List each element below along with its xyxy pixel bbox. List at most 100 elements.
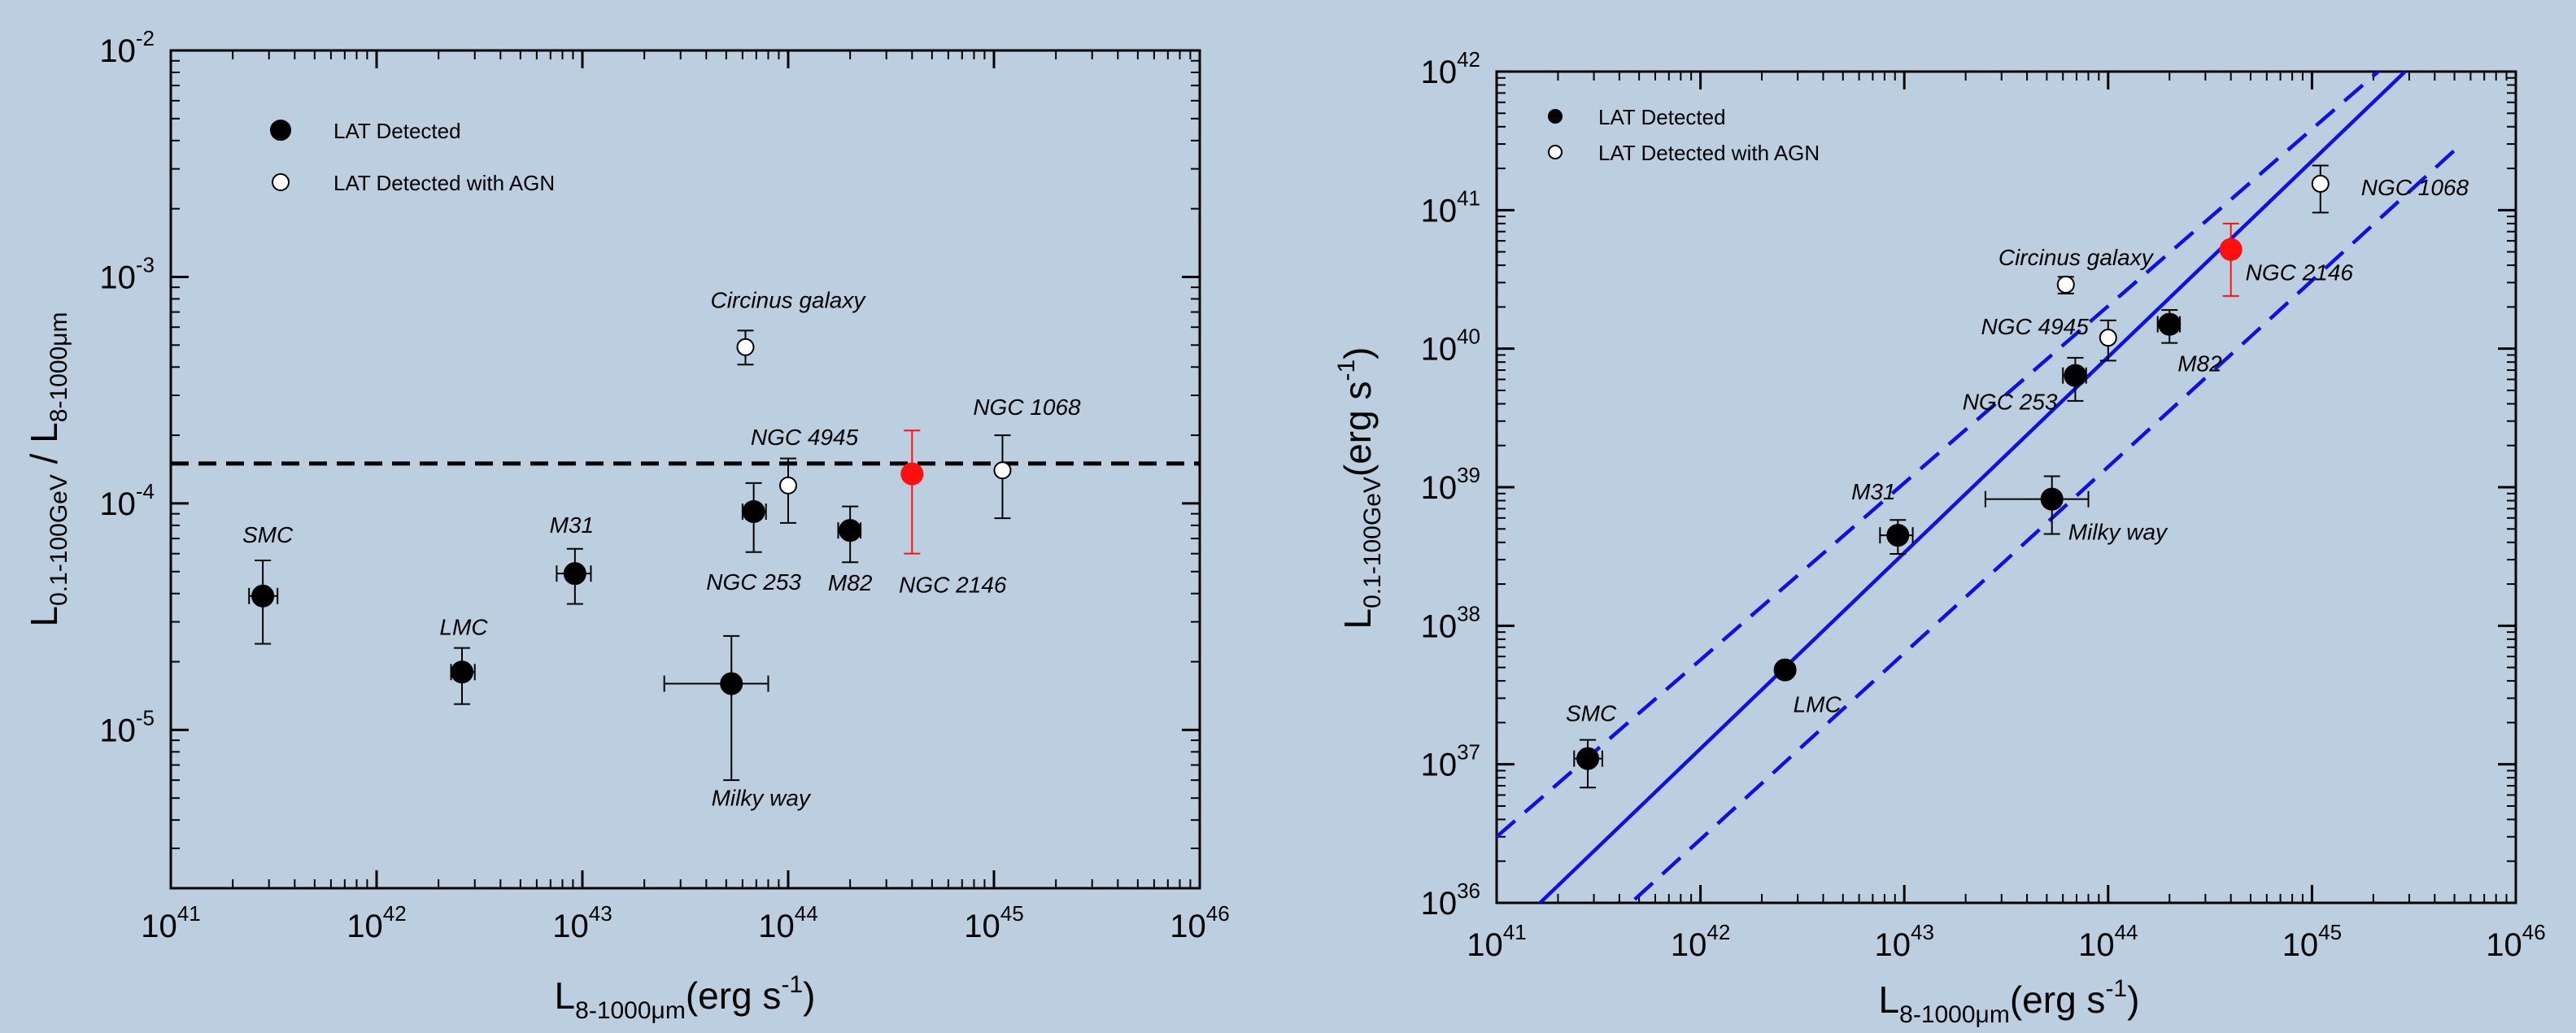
data-point-m82: M82 [828,505,873,595]
y-tick-base: 10 [1421,748,1458,783]
data-point-smc: SMC [242,522,294,645]
x-tick-exponent: 42 [383,901,407,926]
x-tick-label: 1043 [1874,920,1933,963]
x-tick-label: 1045 [2282,920,2342,963]
data-point-m31: M31 [550,512,594,605]
x-tick-base: 10 [1671,927,1707,963]
y-tick-base: 10 [1421,470,1458,506]
data-marker [779,476,797,495]
x-axis-title-subscript: 8-1000μm [1899,1001,2010,1028]
point-label: Milky way [712,786,812,811]
y-axis-title-unit: (erg s [1336,381,1379,477]
data-marker [900,462,924,486]
data-point-m82: M82 [2156,309,2222,377]
x-tick-exponent: 44 [2115,920,2138,944]
x-axis-title-unit-sup: -1 [781,971,803,998]
y-axis-title: L0.1-100GeV / L8-1000μm [23,312,72,626]
y-tick-base: 10 [1421,608,1458,644]
data-marker [736,338,755,356]
legend-marker [1548,109,1563,124]
data-point-ngc-2146: NGC 2146 [2219,222,2354,297]
data-point-ngc-4945: NGC 4945 [1981,314,2117,362]
plot-frame [169,49,1201,890]
x-tick-label: 1044 [2078,920,2138,963]
x-tick-label: 1044 [758,901,817,944]
data-point-milky-way: Milky way [1984,475,2168,545]
point-label: NGC 4945 [751,425,859,450]
x-axis-title-subscript: 8-1000μm [575,997,686,1024]
x-axis-title-unit-end: ) [2127,979,2139,1021]
fit-line-dashed [1497,72,2382,839]
data-marker [839,519,862,543]
y-axis-title: L0.1-100GeV(erg s-1) [1333,347,1386,630]
y-tick-label: 10-4 [99,479,155,522]
x-tick-label: 1042 [347,901,406,944]
data-point-ngc-253: NGC 253 [706,482,801,595]
data-marker [251,584,275,608]
point-label: Circinus galaxy [1998,245,2155,270]
point-label: NGC 2146 [2246,260,2354,285]
y-tick-exponent: -4 [136,479,155,503]
legend-marker [1548,145,1563,159]
data-marker [2056,275,2075,294]
data-marker [1886,524,1910,547]
y-tick-label: 10-2 [99,26,155,69]
x-tick-base: 10 [1874,927,1911,963]
y-tick-base: 10 [1421,193,1458,229]
y-axis-title-unit-sup: -1 [1333,360,1360,381]
data-point-lmc: LMC [1773,658,1842,717]
x-tick-base: 10 [141,909,177,944]
y-tick-exponent: 42 [1457,47,1480,72]
x-tick-exponent: 44 [795,901,818,926]
point-label: M31 [550,512,594,538]
y-tick-exponent: -5 [136,705,155,730]
y-axis-title-subscript: 0.1-100GeV [1359,477,1386,608]
x-tick-exponent: 45 [2318,920,2342,944]
legend-label: LAT Detected with AGN [1598,141,1820,165]
point-label: LMC [439,614,488,639]
data-point-m31: M31 [1851,479,1914,556]
y-axis-title-subscript: 0.1-100GeV [46,474,72,606]
data-marker [1576,747,1600,770]
y-tick-label: 1037 [1421,740,1480,783]
y-tick-exponent: 41 [1457,185,1480,210]
x-tick-label: 1046 [2486,920,2545,963]
y-axis-title-divider: / L [23,422,65,474]
point-label: Circinus galaxy [711,288,867,313]
y-tick-exponent: 36 [1457,878,1480,903]
y-tick-label: 1036 [1421,878,1480,922]
x-axis-title: L8-1000μm(erg s-1) [555,971,816,1024]
x-tick-exponent: 43 [1911,920,1934,944]
point-label: NGC 1068 [973,394,1081,420]
data-marker [993,461,1012,480]
y-tick-base: 10 [99,259,136,295]
point-label: M82 [2177,351,2222,377]
y-tick-exponent: -2 [136,26,155,50]
left-panel-ratio-plot: 1041 1042 1043 1044 1045 104610-210-310-410-5… [23,26,1230,1024]
y-tick-base: 10 [1421,54,1458,90]
data-marker [450,660,473,684]
data-point-ngc-4945: NGC 4945 [751,425,859,524]
point-label: NGC 4945 [1981,314,2090,339]
y-tick-label: 1038 [1421,601,1480,644]
x-tick-exponent: 45 [1000,901,1024,926]
data-point-milky-way: Milky way [663,634,812,811]
point-label: SMC [1566,701,1617,726]
data-marker [2064,364,2087,387]
x-axis-title-unit-sup: -1 [2105,975,2127,1002]
point-label: NGC 253 [706,569,801,595]
point-label: LMC [1794,692,1842,717]
x-tick-base: 10 [552,909,589,944]
x-tick-base: 10 [2078,927,2115,963]
point-label: SMC [242,522,294,547]
legend-marker [272,173,290,191]
x-tick-label: 1042 [1671,920,1730,963]
y-tick-exponent: 37 [1457,740,1480,765]
right-panel-luminosity-plot: 1041 1042 1043 1044 1045 10461036103710381039… [1333,47,2546,1028]
data-marker [1773,658,1797,682]
y-tick-base: 10 [1421,332,1458,368]
y-tick-exponent: 40 [1457,325,1480,349]
x-tick-label: 1046 [1170,901,1229,944]
data-marker [2099,329,2117,347]
